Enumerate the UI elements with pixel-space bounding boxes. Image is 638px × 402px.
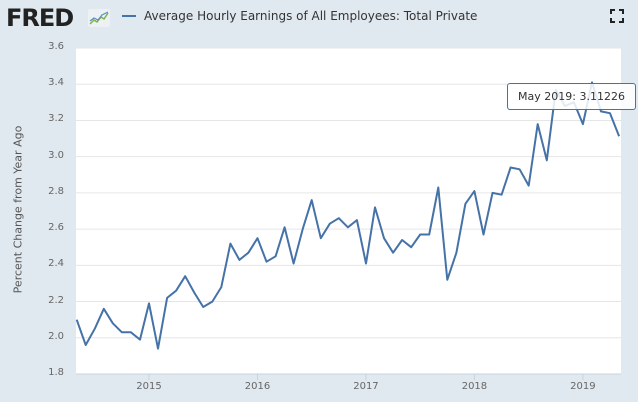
tooltip-label: May 2019: (518, 90, 576, 103)
y-tick-label: 3.2 (48, 113, 64, 125)
y-tick-label: 1.8 (48, 367, 64, 378)
y-tick-label: 2.8 (48, 185, 64, 197)
legend-item[interactable]: Average Hourly Earnings of All Employees… (122, 9, 477, 23)
data-tooltip: May 2019: 3.11226 (507, 83, 636, 110)
x-tick-label: 2016 (244, 381, 271, 392)
y-tick-label: 3.6 (48, 41, 64, 52)
x-tick-label: 2015 (136, 381, 162, 392)
legend-swatch (122, 15, 136, 17)
chart-header: FRED Average Hourly Earnings of All Empl… (0, 0, 638, 36)
fullscreen-icon[interactable] (610, 9, 624, 23)
legend-label: Average Hourly Earnings of All Employees… (144, 9, 478, 23)
y-tick-label: 3.0 (48, 149, 64, 161)
y-tick-label: 3.4 (48, 77, 64, 89)
x-tick-label: 2017 (353, 381, 379, 392)
line-graph-icon (88, 9, 110, 27)
y-tick-label: 2.0 (48, 330, 64, 342)
y-tick-label: 2.2 (48, 294, 64, 306)
x-tick-label: 2019 (570, 381, 596, 392)
y-tick-label: 2.4 (48, 258, 64, 270)
tooltip-value: 3.11226 (579, 90, 625, 103)
x-tick-label: 2018 (461, 381, 488, 392)
series-line[interactable] (75, 81, 621, 350)
y-tick-label: 2.6 (48, 222, 64, 234)
fred-logo[interactable]: FRED (6, 4, 74, 32)
